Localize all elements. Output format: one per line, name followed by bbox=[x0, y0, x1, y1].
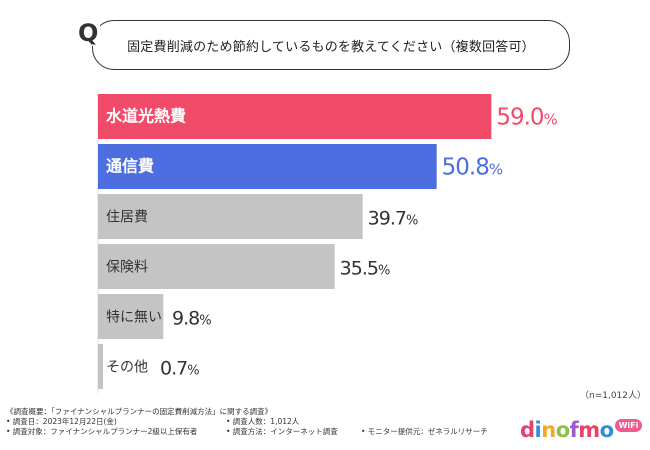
footnote-target: • 調査対象：ファイナンシャルプランナー2級以上保有者 bbox=[6, 427, 198, 436]
value-label: 39.7% bbox=[368, 208, 418, 230]
logo-letter: m bbox=[578, 418, 600, 442]
survey-footnote: 《調査概要：「ファイナンシャルプランナーの固定費削減方法」に関する調査》 • 調… bbox=[6, 407, 506, 437]
footnote-date: • 調査日：2023年12月22日(金) bbox=[6, 417, 117, 426]
category-label: 通信費 bbox=[106, 157, 154, 176]
footnote-count: • 調査人数：1,012人 bbox=[226, 417, 300, 426]
logo-letter: o bbox=[555, 418, 570, 442]
category-label: その他 bbox=[106, 360, 148, 376]
bar bbox=[98, 194, 363, 239]
category-label: 特に無い bbox=[106, 310, 162, 326]
value-label: 59.0% bbox=[496, 105, 557, 131]
category-label: 水道光熱費 bbox=[106, 107, 186, 126]
logo-letter: d bbox=[520, 418, 535, 442]
bar bbox=[98, 94, 492, 139]
logo-letter: o bbox=[599, 418, 614, 442]
bar bbox=[98, 344, 103, 389]
wifi-badge: WiFi bbox=[614, 418, 643, 432]
value-label: 35.5% bbox=[340, 258, 390, 280]
category-label: 住居費 bbox=[106, 210, 148, 226]
bar bbox=[98, 244, 335, 289]
footnote-method: • 調査方法：インターネット調査 bbox=[226, 427, 338, 436]
dinofmo-logo: dinofmo WiFi bbox=[520, 416, 643, 444]
logo-letter: f bbox=[569, 418, 579, 442]
logo-letter: i bbox=[534, 418, 542, 442]
category-label: 保険料 bbox=[106, 260, 148, 276]
sample-size-note: （n=1,012人） bbox=[580, 391, 647, 401]
q-mark: Q bbox=[76, 19, 101, 47]
footnote-title: 《調査概要：「ファイナンシャルプランナーの固定費削減方法」に関する調査》 bbox=[6, 407, 273, 416]
logo-text: dinofmo bbox=[520, 418, 614, 442]
question-box: 固定費削減のため節約しているものを教えてください（複数回答可） bbox=[92, 20, 570, 70]
value-label: 0.7% bbox=[160, 358, 199, 380]
footnote-provider: • モニター提供元：ゼネラルリサーチ bbox=[361, 427, 488, 436]
value-label: 9.8% bbox=[172, 308, 211, 330]
value-label: 50.8% bbox=[442, 155, 503, 181]
bar bbox=[98, 294, 164, 339]
question-text: 固定費削減のため節約しているものを教えてください（複数回答可） bbox=[127, 39, 535, 55]
logo-letter: n bbox=[541, 418, 556, 442]
bar bbox=[98, 144, 437, 189]
